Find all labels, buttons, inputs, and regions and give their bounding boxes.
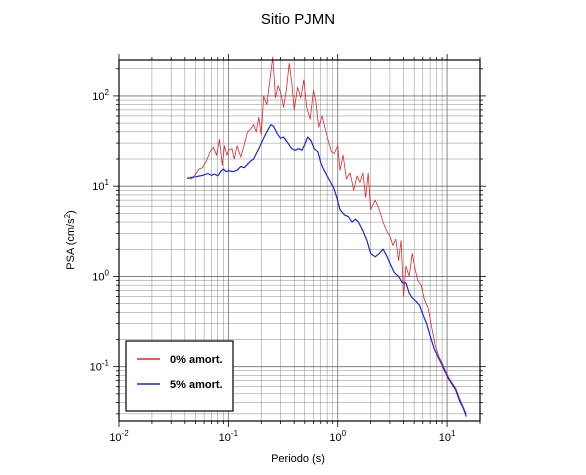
plot-frame <box>118 59 481 422</box>
y-tick-label-base: 10 <box>92 91 104 103</box>
x-tick-label: 10-1 <box>219 429 239 444</box>
x-tick-label-base: 10 <box>439 432 451 444</box>
x-tick-label-exponent: 1 <box>451 429 456 438</box>
plot-series <box>187 56 467 417</box>
y-tick-label: 10-1 <box>90 359 110 374</box>
x-axis-title: Periodo (s) <box>271 453 325 465</box>
x-tick-label: 100 <box>329 429 346 444</box>
series-line-0pct <box>187 56 467 415</box>
x-tick-label-exponent: -2 <box>122 429 130 438</box>
series-line-5pct <box>187 124 467 417</box>
y-axis-title-suffix: ) <box>65 210 77 214</box>
x-tick-label-exponent: 0 <box>342 429 347 438</box>
y-axis-title-prefix: PSA (cm/s <box>65 218 77 270</box>
x-tick-label: 101 <box>439 429 456 444</box>
x-tick-label-base: 10 <box>109 432 121 444</box>
y-tick-label-exponent: 2 <box>105 88 110 97</box>
y-tick-label-base: 10 <box>90 362 102 374</box>
chart-title: Sitio PJMN <box>261 11 335 28</box>
legend: 0% amort. 5% amort. <box>125 340 234 412</box>
x-tick-label-exponent: -1 <box>231 429 239 438</box>
legend-box <box>125 340 234 412</box>
y-tick-label: 100 <box>92 268 109 283</box>
y-tick-label-exponent: 1 <box>105 178 110 187</box>
y-tick-label: 101 <box>92 178 109 193</box>
legend-label-0pct: 0% amort. <box>170 354 223 366</box>
y-tick-label-exponent: 0 <box>105 268 110 277</box>
y-tick-label: 102 <box>92 88 109 103</box>
x-tick-label-base: 10 <box>329 432 341 444</box>
y-tick-label-exponent: -1 <box>102 359 110 368</box>
y-axis-title: PSA (cm/s2) <box>63 210 78 269</box>
legend-label-5pct: 5% amort. <box>170 379 223 391</box>
y-tick-label-base: 10 <box>92 181 104 193</box>
x-tick-label-base: 10 <box>219 432 231 444</box>
y-axis-title-exponent: 2 <box>63 213 72 218</box>
grid-lines <box>118 60 481 421</box>
x-tick-labels: 10-2 10-1 100 101 <box>109 429 456 444</box>
x-tick-label: 10-2 <box>109 429 129 444</box>
y-tick-label-base: 10 <box>92 271 104 283</box>
